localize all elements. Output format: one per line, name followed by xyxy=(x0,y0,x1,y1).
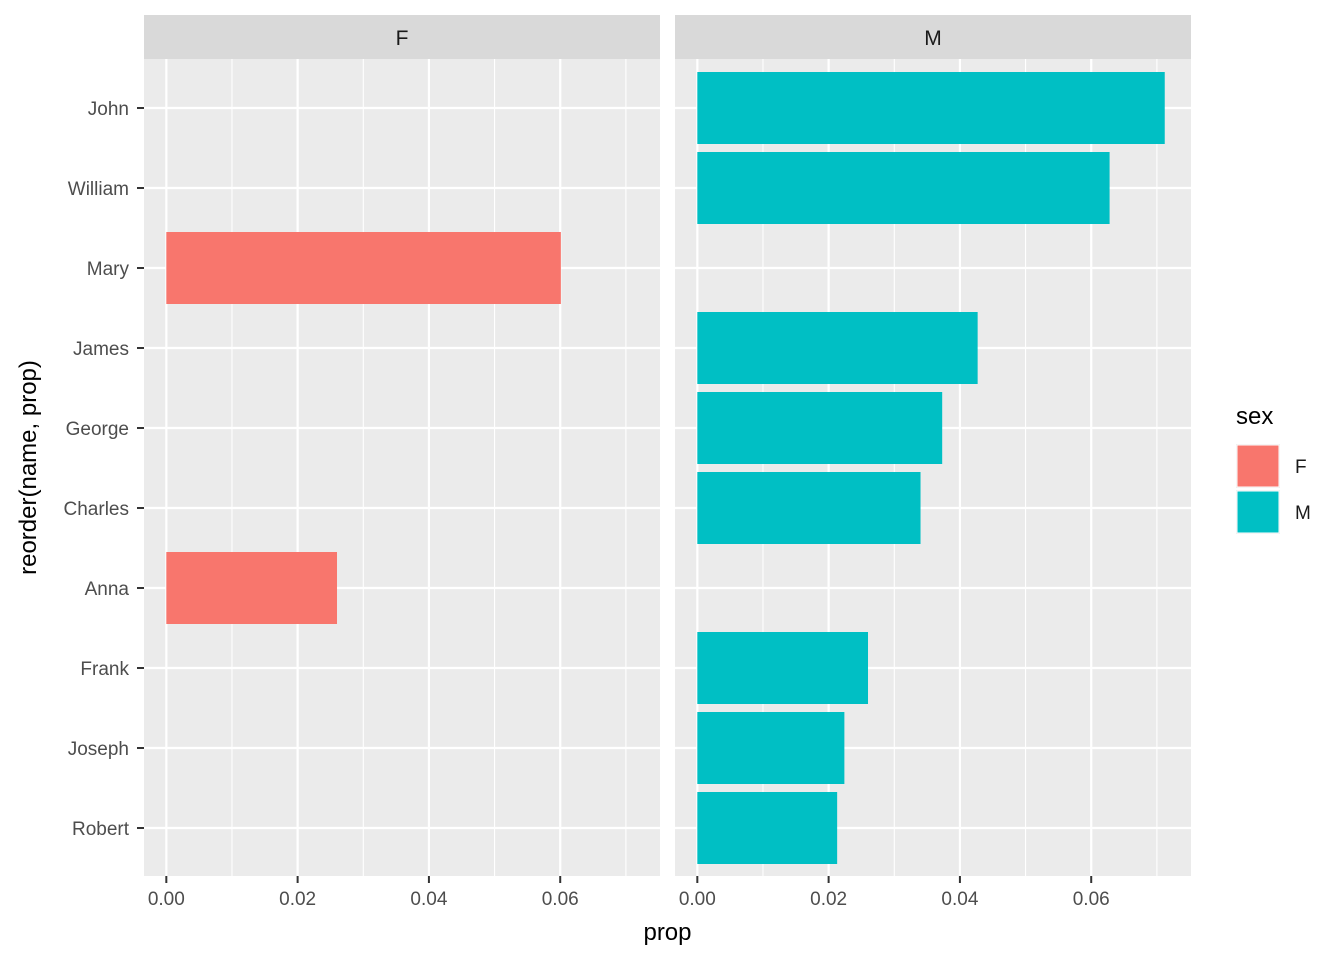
y-tick-label: James xyxy=(73,339,129,360)
x-axis-title: prop xyxy=(643,919,691,946)
facet-strip-M xyxy=(675,15,1191,59)
facet-strip-F xyxy=(144,15,660,59)
y-tick-label: George xyxy=(66,419,129,440)
legend-swatch-M xyxy=(1236,490,1280,534)
x-tick-label: 0.00 xyxy=(148,889,185,910)
facet-strip-label: M xyxy=(924,27,942,50)
x-tick-label: 0.02 xyxy=(279,889,316,910)
y-tick-label: Joseph xyxy=(68,739,129,760)
bar-M-robert xyxy=(697,792,838,864)
legend-label: M xyxy=(1295,503,1311,524)
bar-M-joseph xyxy=(697,712,845,784)
legend-swatch-F xyxy=(1236,444,1280,488)
bar-M-frank xyxy=(697,632,869,704)
bar-M-george xyxy=(697,392,943,464)
bar-M-john xyxy=(697,72,1165,144)
y-tick-label: Robert xyxy=(72,819,130,840)
y-tick-label: William xyxy=(68,179,129,200)
facet-strip-label: F xyxy=(396,27,409,50)
y-tick-label: Frank xyxy=(80,659,129,680)
x-tick-label: 0.06 xyxy=(1073,889,1110,910)
x-tick-label: 0.02 xyxy=(810,889,847,910)
y-tick-label: Mary xyxy=(87,259,130,280)
y-tick-label: Charles xyxy=(64,499,129,520)
bar-M-charles xyxy=(697,472,921,544)
legend-title: sex xyxy=(1236,403,1273,430)
bar-M-james xyxy=(697,312,978,384)
bar-F-anna xyxy=(166,552,338,624)
legend-label: F xyxy=(1295,457,1307,478)
y-axis-title: reorder(name, prop) xyxy=(15,360,42,575)
x-tick-label: 0.04 xyxy=(941,889,978,910)
bar-F-mary xyxy=(166,232,561,304)
x-tick-label: 0.00 xyxy=(679,889,716,910)
y-tick-label: Anna xyxy=(85,579,130,600)
y-tick-label: John xyxy=(88,99,129,120)
x-tick-label: 0.04 xyxy=(410,889,447,910)
bar-M-william xyxy=(697,152,1110,224)
x-tick-label: 0.06 xyxy=(542,889,579,910)
panel-background-F xyxy=(144,59,660,876)
